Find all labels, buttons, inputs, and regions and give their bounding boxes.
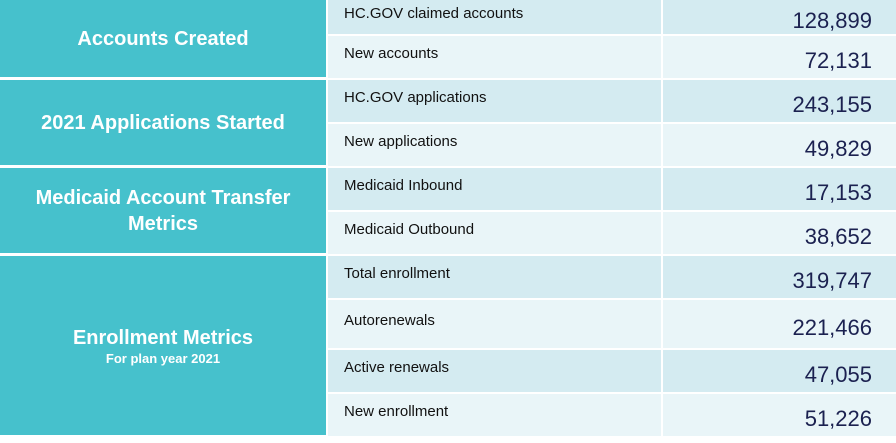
row-value: 49,829 <box>663 124 896 168</box>
group-header: Medicaid Account Transfer Metrics <box>0 168 328 256</box>
row-value: 243,155 <box>663 80 896 124</box>
row-value: 51,226 <box>663 394 896 438</box>
row-label: New applications <box>328 124 663 168</box>
row-label: Active renewals <box>328 350 663 394</box>
row-value: 221,466 <box>663 300 896 350</box>
group-header: 2021 Applications Started <box>0 80 328 168</box>
group-title: Medicaid Account Transfer Metrics <box>35 186 291 235</box>
group-title: Enrollment Metrics <box>72 326 254 349</box>
group-subtitle: For plan year 2021 <box>105 350 221 366</box>
row-label: HC.GOV applications <box>328 80 663 124</box>
row-value: 128,899 <box>663 0 896 36</box>
group-title: Accounts Created <box>77 27 249 50</box>
row-label: Medicaid Inbound <box>328 168 663 212</box>
row-label: Autorenewals <box>328 300 663 350</box>
row-value: 17,153 <box>663 168 896 212</box>
group-header: Enrollment Metrics For plan year 2021 <box>0 256 328 438</box>
row-label: Medicaid Outbound <box>328 212 663 256</box>
group-title: 2021 Applications Started <box>41 111 285 134</box>
group-header: Accounts Created <box>0 0 328 80</box>
row-value: 38,652 <box>663 212 896 256</box>
row-label: HC.GOV claimed accounts <box>328 0 663 36</box>
row-label: New accounts <box>328 36 663 80</box>
row-value: 72,131 <box>663 36 896 80</box>
row-value: 47,055 <box>663 350 896 394</box>
row-value: 319,747 <box>663 256 896 300</box>
row-label: Total enrollment <box>328 256 663 300</box>
row-label: New enrollment <box>328 394 663 438</box>
